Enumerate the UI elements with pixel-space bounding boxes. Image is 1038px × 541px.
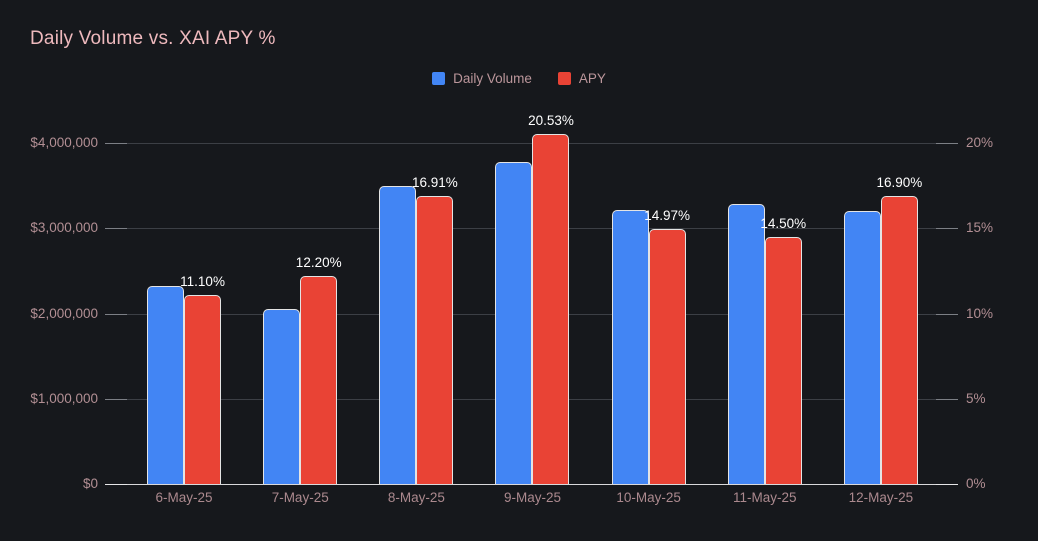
legend-item-daily-volume[interactable]: Daily Volume	[432, 71, 532, 86]
bar-daily-volume[interactable]	[611, 209, 649, 484]
y-axis-right-label: 15%	[966, 220, 994, 236]
y-axis-left-label: $0	[82, 476, 98, 491]
bar-apy[interactable]: 16.90%	[877, 175, 922, 484]
apy-value-label: 16.91%	[411, 174, 458, 190]
bar-daily-volume[interactable]	[263, 309, 301, 484]
bar-group: 14.50%	[707, 143, 823, 484]
bar-group: 20.53%	[474, 113, 590, 484]
bar-group: 14.97%	[591, 143, 707, 484]
bar-group: 11.10%	[126, 143, 242, 484]
legend-swatch-apy	[557, 72, 571, 85]
apy-value-label: 11.10%	[180, 273, 225, 289]
bar-daily-volume[interactable]	[379, 185, 417, 484]
bar-daily-volume[interactable]	[727, 204, 765, 484]
apy-value-label: 14.50%	[760, 215, 807, 231]
bar-daily-volume[interactable]	[147, 286, 185, 484]
bar-apy[interactable]: 20.53%	[528, 113, 574, 484]
x-axis-label: 6-May-25	[155, 490, 213, 505]
legend: Daily Volume APY	[0, 71, 1038, 86]
y-axis-left-label: $3,000,000	[30, 220, 98, 236]
y-axis-left-label: $4,000,000	[30, 135, 98, 150]
y-axis-right-label: 5%	[966, 390, 986, 406]
y-axis-right-label: 0%	[966, 476, 986, 491]
y-axis-left-label: $1,000,000	[30, 390, 98, 406]
zero-axis-line	[105, 484, 958, 485]
bar-group: 12.20%	[242, 143, 358, 484]
legend-label-daily-volume: Daily Volume	[453, 71, 532, 86]
bar-group: 16.91%	[358, 143, 474, 484]
x-axis-labels: 6-May-25 7-May-25 8-May-25 9-May-25 10-May-2…	[105, 490, 958, 505]
bar-group: 16.90%	[823, 143, 939, 484]
gridline	[105, 143, 958, 144]
bar-apy[interactable]: 11.10%	[180, 274, 225, 484]
y-axis-right-label: 20%	[966, 135, 994, 150]
apy-value-label: 12.20%	[295, 255, 342, 270]
x-axis-label: 9-May-25	[503, 490, 561, 505]
plot-area: 11.10% 12.20% 16.91% 20.53% 14.97% 14.50% 16.9…	[105, 113, 958, 485]
bar-apy[interactable]: 14.97%	[644, 208, 690, 484]
apy-value-label: 16.90%	[876, 174, 923, 190]
x-axis-label: 12-May-25	[848, 490, 914, 505]
x-axis-label: 10-May-25	[616, 490, 681, 505]
chart-title: Daily Volume vs. XAI APY %	[30, 28, 276, 49]
x-axis-label: 7-May-25	[271, 490, 329, 505]
bar-daily-volume[interactable]	[495, 161, 533, 484]
bar-daily-volume[interactable]	[843, 211, 881, 484]
x-axis-label: 11-May-25	[733, 490, 797, 505]
legend-swatch-daily-volume	[432, 72, 446, 85]
legend-label-apy: APY	[578, 71, 606, 86]
bar-apy[interactable]: 14.50%	[760, 216, 806, 484]
x-axis-label: 8-May-25	[387, 490, 445, 505]
bars-row: 11.10% 12.20% 16.91% 20.53% 14.97% 14.50% 16.9…	[105, 113, 958, 484]
apy-value-label: 14.97%	[644, 207, 691, 223]
bar-apy[interactable]: 12.20%	[296, 255, 342, 484]
apy-value-label: 20.53%	[528, 112, 574, 128]
bar-apy[interactable]: 16.91%	[412, 175, 458, 484]
legend-item-apy[interactable]: APY	[557, 71, 606, 86]
y-axis-left-label: $2,000,000	[30, 305, 98, 321]
y-axis-right-label: 10%	[966, 305, 994, 321]
